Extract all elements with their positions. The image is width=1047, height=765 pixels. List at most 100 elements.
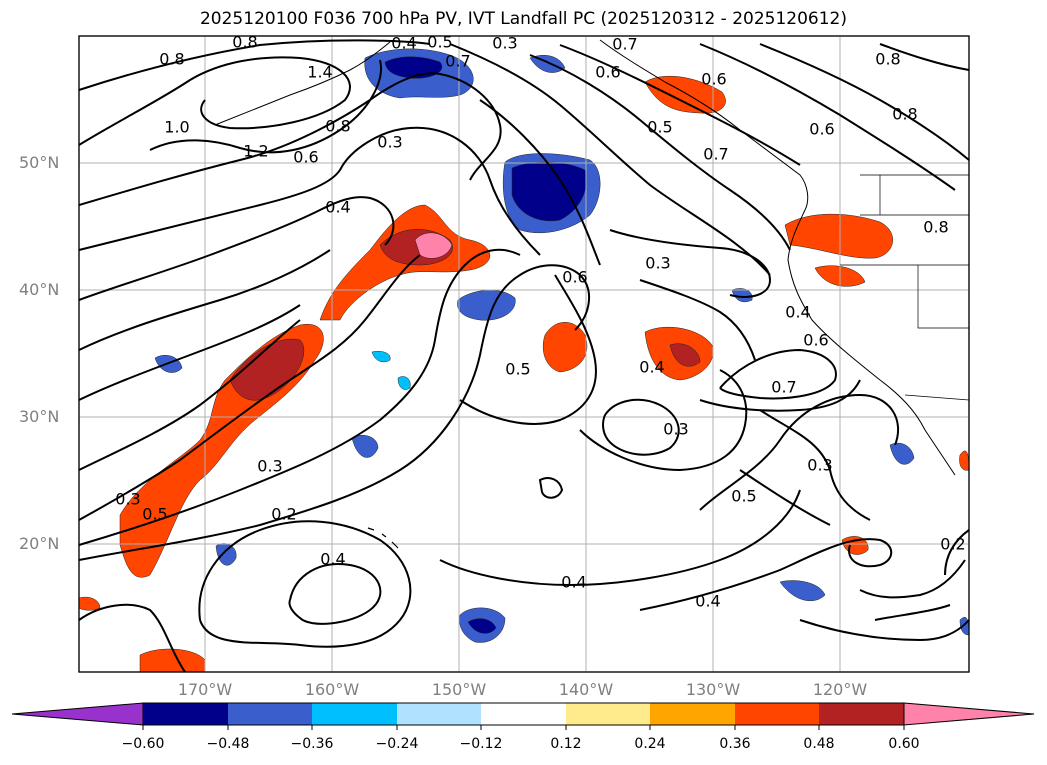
- contour-line: [639, 279, 756, 361]
- contour-line: [149, 59, 382, 154]
- contour-value-label: 0.5: [647, 118, 672, 137]
- colorbar-segment: [819, 703, 904, 725]
- contour-line: [602, 398, 680, 456]
- positive-anomaly-max: [414, 232, 453, 259]
- contour-value-label: 0.6: [293, 148, 318, 167]
- contour-value-label: 0.4: [325, 198, 350, 217]
- hawaii-islands: [367, 527, 399, 549]
- contour-value-label: 0.2: [940, 535, 965, 554]
- contour-value-label: 0.3: [663, 420, 688, 439]
- contour-line: [78, 72, 502, 206]
- negative-anomaly: [889, 442, 915, 465]
- colorbar: [11, 702, 1035, 730]
- contour-line: [78, 264, 591, 561]
- colorbar-segment: [566, 703, 650, 725]
- positive-anomaly: [784, 213, 893, 259]
- contour-value-label: 0.6: [701, 70, 726, 89]
- contour-line: [459, 274, 597, 425]
- contour-line: [479, 99, 601, 266]
- positive-anomaly: [644, 75, 726, 114]
- contour-line: [198, 520, 412, 648]
- contour-labels: 0.80.81.41.01.2 0.60.80.30.50.70.40.70.6 0…: [115, 33, 965, 611]
- contour-line: [639, 538, 893, 611]
- negative-anomaly: [467, 618, 497, 634]
- contour-line: [449, 43, 771, 276]
- contour-line: [759, 409, 871, 521]
- contour-value-label: 0.7: [445, 52, 470, 71]
- negative-anomaly: [511, 161, 587, 222]
- contour-value-label: 0.6: [562, 268, 587, 287]
- contour-value-label: 0.7: [612, 35, 637, 54]
- negative-anomaly: [457, 289, 516, 321]
- colorbar-tick-label: −0.48: [206, 736, 250, 752]
- positive-anomaly: [669, 343, 701, 367]
- contour-value-label: 0.8: [232, 33, 257, 52]
- colorbar-tick-label: 0.60: [888, 736, 920, 752]
- contour-value-label: 0.4: [320, 550, 345, 569]
- colorbar-segment: [735, 703, 819, 725]
- contour-line: [78, 196, 395, 301]
- contour-value-label: 0.6: [803, 331, 828, 350]
- contour-line: [699, 43, 956, 191]
- contour-value-label: 0.4: [639, 358, 664, 377]
- lon-tick-label: 170°W: [177, 680, 233, 699]
- contour-line: [944, 529, 970, 576]
- contour-line: [699, 379, 861, 412]
- contour-line: [78, 319, 301, 471]
- contour-line: [78, 603, 186, 673]
- contour-line: [538, 477, 564, 499]
- negative-anomaly: [351, 435, 379, 458]
- contour-value-label: 1.0: [164, 118, 189, 137]
- contour-value-label: 0.7: [703, 145, 728, 164]
- contour-value-label: 0.5: [505, 360, 530, 379]
- contour-line: [439, 489, 801, 587]
- contour-line: [78, 254, 421, 521]
- contour-value-label: 0.5: [142, 505, 167, 524]
- colorbar-tick-label: −0.12: [459, 736, 503, 752]
- contour-line: [759, 43, 970, 161]
- contour-line: [559, 44, 801, 166]
- colorbar-tick-label: −0.60: [121, 736, 165, 752]
- contour-line: [288, 563, 382, 625]
- contour-value-label: 0.3: [257, 457, 282, 476]
- lon-tick-label: 160°W: [304, 680, 360, 699]
- positive-anomaly: [542, 322, 588, 373]
- contour-value-label: 0.8: [875, 50, 900, 69]
- contour-value-label: 0.3: [492, 34, 517, 53]
- pv-shading-layer: [78, 48, 970, 673]
- negative-anomaly: [529, 55, 566, 73]
- colorbar-tick-label: −0.24: [375, 736, 419, 752]
- contour-line: [78, 249, 331, 351]
- colorbar-segment: [143, 703, 228, 725]
- colorbar-tick-label: 0.48: [803, 736, 835, 752]
- contour-value-label: 0.8: [923, 218, 948, 237]
- colorbar-tick-label: 0.12: [550, 736, 582, 752]
- contour-value-label: 0.2: [271, 505, 296, 524]
- coastlines: [214, 39, 970, 549]
- lat-tick-label: 30°N: [19, 407, 60, 426]
- contour-value-label: 0.7: [771, 378, 796, 397]
- contour-line: [78, 304, 301, 401]
- contour-value-label: 0.8: [159, 50, 184, 69]
- ivt-contours: [78, 39, 970, 673]
- positive-anomaly: [229, 338, 305, 401]
- contour-line: [739, 469, 831, 526]
- contour-line: [529, 54, 791, 251]
- contour-value-label: 0.3: [115, 490, 140, 509]
- contour-value-label: 1.2: [243, 142, 268, 161]
- contour-line: [78, 56, 351, 146]
- colorbar-tick-label: −0.36: [290, 736, 334, 752]
- lon-tick-label: 130°W: [685, 680, 741, 699]
- positive-anomaly: [78, 596, 101, 611]
- contour-line: [78, 248, 521, 546]
- contour-value-label: 0.5: [731, 487, 756, 506]
- colorbar-segment: [650, 703, 735, 725]
- contour-value-label: 0.6: [595, 63, 620, 82]
- contour-value-label: 0.5: [427, 33, 452, 52]
- lon-tick-label: 150°W: [431, 680, 487, 699]
- colorbar-segment: [397, 703, 481, 725]
- lon-tick-label: 140°W: [558, 680, 614, 699]
- negative-anomaly: [397, 376, 411, 390]
- colorbar-frame: [142, 702, 905, 726]
